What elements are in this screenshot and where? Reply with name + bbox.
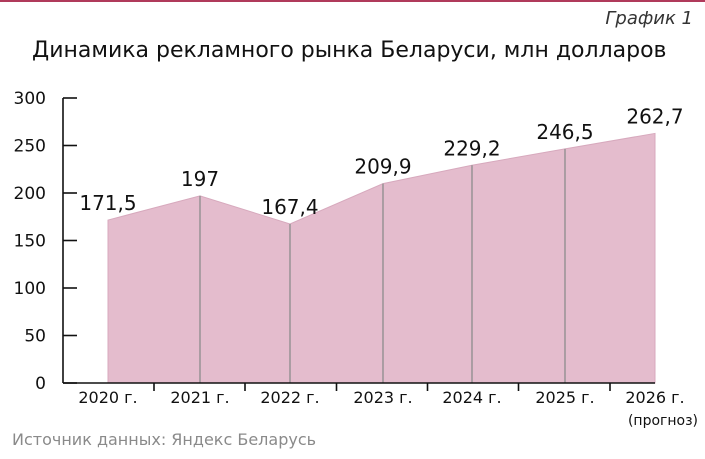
y-tick-label-0: 0 (35, 374, 46, 394)
data-label-3: 209,9 (354, 155, 411, 179)
x-tick-label-2: 2022 г. (260, 388, 319, 407)
x-tick-label-3: 2023 г. (353, 388, 412, 407)
data-label-4: 229,2 (443, 136, 500, 160)
x-tick-label-5: 2025 г. (535, 388, 594, 407)
data-label-6: 262,7 (626, 104, 683, 128)
y-tick-label-300: 300 (14, 89, 46, 109)
data-label-0: 171,5 (79, 191, 136, 215)
data-label-2: 167,4 (261, 195, 318, 219)
data-label-5: 246,5 (536, 120, 593, 144)
y-tick-label-150: 150 (14, 232, 46, 252)
data-label-1: 197 (181, 167, 219, 191)
x-tick-label-6: 2026 г. (625, 388, 684, 407)
top-accent-rule (0, 0, 705, 2)
x-tick-label-4: 2024 г. (442, 388, 501, 407)
x-tick-note-6: (прогноз) (628, 413, 698, 429)
x-tick-label-1: 2021 г. (170, 388, 229, 407)
y-tick-label-100: 100 (14, 279, 46, 299)
graph-number-label: График 1 (605, 8, 693, 29)
y-tick-label-250: 250 (14, 137, 46, 157)
x-tick-label-0: 2020 г. (78, 388, 137, 407)
chart-title: Динамика рекламного рынка Беларуси, млн … (32, 38, 667, 63)
data-source-note: Источник данных: Яндекс Беларусь (12, 430, 317, 449)
y-tick-label-200: 200 (14, 184, 46, 204)
y-tick-label-50: 50 (24, 327, 46, 347)
